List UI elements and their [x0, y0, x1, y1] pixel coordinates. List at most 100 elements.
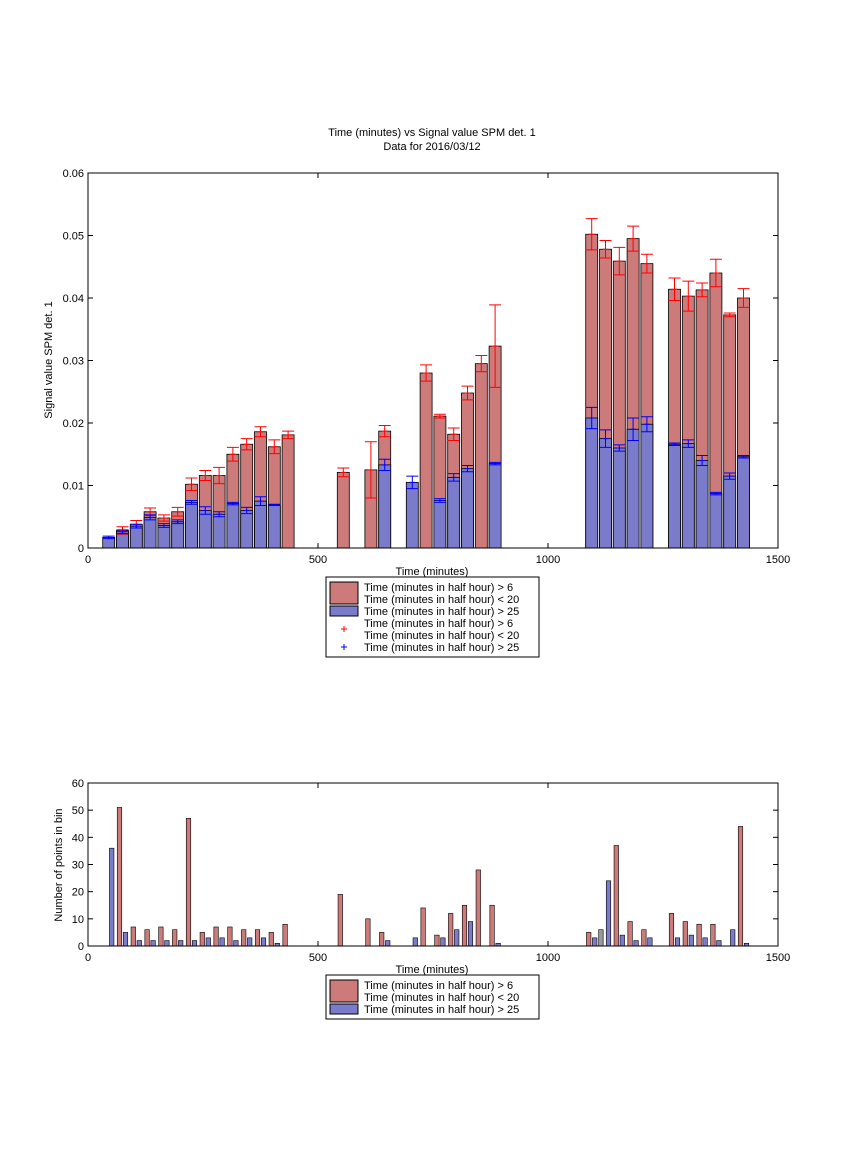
signal-bar — [378, 464, 392, 549]
count-bar — [702, 937, 708, 947]
count-bar — [716, 940, 722, 947]
signal-bar — [723, 475, 737, 549]
count-bar — [737, 826, 744, 947]
count-y-tick-label: 40 — [72, 832, 84, 844]
count-bar — [268, 932, 274, 947]
count-bar — [475, 869, 481, 947]
count-legend-label: Time (minutes in half hour) > 6 — [364, 980, 513, 992]
count-plot-frame — [87, 782, 779, 947]
count-axes: 0 500 1000 1500 0 10 20 30 40 50 60 — [72, 778, 790, 964]
signal-bar — [626, 428, 640, 549]
signal-legend-label: Time (minutes in half hour) > 6 — [364, 618, 513, 630]
count-y-axis-label: Number of points in bin — [53, 808, 65, 921]
signal-legend-box — [325, 576, 540, 658]
signal-bar — [281, 434, 295, 549]
count-bar — [150, 940, 156, 947]
count-bars — [109, 807, 750, 947]
count-bar — [619, 934, 625, 947]
count-bar — [260, 937, 267, 947]
count-bar — [109, 847, 115, 947]
signal-bar — [419, 372, 433, 549]
signal-bar — [585, 417, 599, 549]
signal-y-tick-label: 0.04 — [63, 293, 84, 305]
signal-bar — [668, 443, 681, 549]
count-bar — [647, 937, 653, 947]
signal-y-tick-label: 0.01 — [63, 481, 84, 493]
count-bar — [136, 940, 142, 947]
count-legend-box — [325, 974, 540, 1020]
count-y-tick-label: 30 — [72, 860, 84, 872]
count-bar — [586, 932, 592, 947]
signal-legend-swatch — [329, 605, 359, 617]
count-bar — [282, 923, 288, 947]
signal-bar — [681, 443, 695, 549]
signal-legend-label: Time (minutes in half hour) > 6 — [364, 582, 513, 594]
count-bar — [337, 894, 343, 947]
count-bar — [412, 937, 418, 947]
signal-bar — [640, 423, 654, 549]
count-bar — [385, 940, 391, 947]
signal-bar — [474, 363, 488, 549]
count-bar — [191, 940, 198, 947]
count-bar — [668, 913, 675, 947]
count-bar — [420, 907, 426, 947]
count-bar — [641, 929, 647, 947]
count-x-tick-label: 1500 — [766, 952, 790, 964]
signal-legend-label: Time (minutes in half hour) < 20 — [364, 630, 519, 642]
count-bar — [365, 918, 371, 947]
count-bar — [688, 934, 694, 947]
signal-bar — [737, 456, 750, 549]
signal-y-tick-label: 0 — [78, 543, 84, 555]
count-bar — [164, 940, 170, 947]
signal-bar — [129, 525, 143, 549]
chart-subtitle: Data for 2016/03/12 — [383, 141, 480, 153]
count-bar — [158, 926, 164, 947]
signal-x-tick-label: 1500 — [766, 554, 790, 566]
count-bar — [434, 934, 440, 947]
count-bar — [674, 937, 681, 947]
signal-y-tick-label: 0.03 — [63, 356, 84, 368]
count-bar — [489, 904, 495, 947]
count-bar — [205, 937, 211, 947]
chart-title: Time (minutes) vs Signal value SPM det. … — [328, 127, 535, 139]
signal-legend-label: Time (minutes in half hour) < 20 — [364, 594, 519, 606]
count-bar — [213, 926, 219, 947]
signal-bar — [433, 500, 447, 549]
count-y-tick-label: 10 — [72, 914, 84, 926]
count-bar — [461, 904, 468, 947]
count-x-tick-label: 1000 — [536, 952, 560, 964]
count-bar — [185, 818, 192, 947]
signal-y-tick-label: 0.05 — [63, 231, 84, 243]
count-y-tick-label: 60 — [72, 778, 84, 790]
count-bar — [448, 913, 454, 947]
count-bar — [592, 937, 598, 947]
signal-bar — [488, 463, 502, 549]
count-bar — [247, 937, 253, 947]
count-x-tick-label: 500 — [309, 952, 327, 964]
count-bar — [467, 921, 474, 947]
count-bar — [696, 923, 702, 947]
count-x-axis-label: Time (minutes) — [396, 964, 469, 976]
signal-bar — [447, 476, 461, 549]
count-bar — [199, 932, 205, 947]
signal-x-tick-label: 0 — [85, 554, 91, 566]
signal-bar — [143, 516, 157, 549]
signal-error-bars — [102, 218, 750, 540]
signal-bar — [599, 438, 612, 549]
count-legend-label: Time (minutes in half hour) < 20 — [364, 992, 519, 1004]
signal-bar — [267, 504, 281, 549]
signal-bar — [461, 468, 474, 549]
count-legend-swatch — [329, 979, 359, 1003]
count-bar — [227, 926, 233, 947]
count-bar — [710, 923, 716, 947]
signal-x-axis-label: Time (minutes) — [396, 566, 469, 578]
signal-bar — [695, 460, 709, 549]
count-legend-label: Time (minutes in half hour) > 25 — [364, 1004, 519, 1016]
signal-bar — [171, 521, 185, 549]
count-chart: 0 500 1000 1500 0 10 20 30 40 50 60 Time (minutes)… — [53, 778, 790, 1020]
signal-legend-label: Time (minutes in half hour) > 25 — [364, 606, 519, 618]
signal-bar — [157, 525, 171, 549]
count-bar — [730, 929, 736, 947]
count-bar — [144, 929, 150, 947]
signal-bar — [212, 513, 226, 549]
